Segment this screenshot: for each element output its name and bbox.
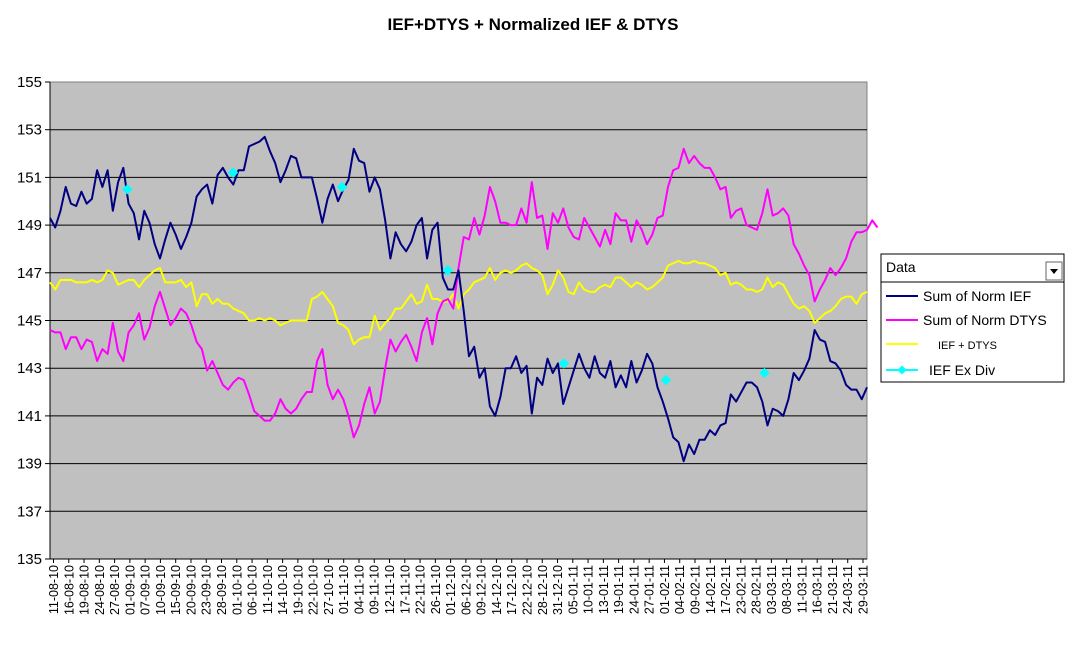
- x-tick-label: 14-02-11: [704, 565, 718, 614]
- x-tick-label: 19-01-11: [612, 565, 626, 614]
- x-tick-label: 11-03-11: [795, 565, 809, 613]
- y-tick-label: 155: [17, 74, 42, 91]
- x-tick-label: 01-12-10: [444, 565, 458, 615]
- data-dropdown-label: Data: [886, 259, 916, 275]
- y-tick-label: 135: [17, 551, 42, 568]
- legend-diamond-icon: [897, 365, 907, 375]
- x-tick-label: 13-01-11: [597, 565, 611, 614]
- x-tick-label: 06-12-10: [459, 565, 473, 615]
- x-tick-label: 12-11-10: [383, 565, 397, 614]
- x-tick-label: 19-08-10: [78, 565, 92, 615]
- x-tick-label: 11-10-10: [261, 565, 275, 614]
- x-tick-label: 17-11-10: [398, 565, 412, 614]
- y-axis: 135 137 139 141 143 145 147 149 151 153 155: [17, 74, 51, 568]
- x-tick-label: 09-02-11: [688, 565, 702, 614]
- ex-div-marker: [558, 358, 570, 369]
- x-tick-label: 23-02-11: [734, 565, 748, 614]
- x-tick-label: 28-09-10: [215, 565, 229, 615]
- x-tick-label: 27-08-10: [108, 565, 122, 615]
- x-tick-label: 19-10-10: [291, 565, 305, 615]
- legend-label-0: Sum of Norm IEF: [923, 288, 1031, 304]
- x-tick-label: 31-12-10: [551, 565, 565, 615]
- y-tick-label: 141: [17, 408, 42, 425]
- y-tick-label: 143: [17, 360, 42, 377]
- x-tick-label: 15-09-10: [169, 565, 183, 615]
- series-line-0: [49, 135, 868, 463]
- x-tick-label: 04-02-11: [673, 565, 687, 614]
- x-tick-label: 23-09-10: [200, 565, 214, 615]
- x-tick-label: 28-12-10: [536, 565, 550, 615]
- x-tick-label: 17-12-10: [505, 565, 519, 615]
- x-tick-label: 17-02-11: [719, 565, 733, 614]
- legend-label-2: IEF + DTYS: [938, 340, 997, 352]
- legend-label-1: Sum of Norm DTYS: [923, 312, 1047, 328]
- x-tick-label: 06-10-10: [246, 565, 260, 615]
- x-axis: 11-08-10 16-08-10 19-08-10 24-08-10 27-08-10…: [47, 558, 871, 615]
- x-tick-label: 05-01-11: [566, 565, 580, 614]
- x-tick-label: 07-09-10: [139, 565, 153, 615]
- x-tick-label: 21-03-11: [826, 565, 840, 614]
- x-tick-label: 14-10-10: [276, 565, 290, 615]
- y-tick-label: 137: [17, 503, 42, 520]
- ex-div-marker: [227, 167, 239, 178]
- x-tick-label: 16-03-11: [811, 565, 825, 614]
- x-tick-label: 22-10-10: [307, 565, 321, 615]
- ex-div-marker: [122, 184, 133, 195]
- legend-box: [880, 281, 1065, 383]
- y-tick-label: 145: [17, 313, 42, 330]
- series-line-2: [49, 259, 868, 346]
- x-tick-label: 01-10-10: [230, 565, 244, 615]
- chevron-down-icon: [1050, 269, 1058, 274]
- y-tick-label: 151: [17, 169, 42, 186]
- x-tick-label: 26-11-10: [429, 565, 443, 614]
- x-tick-label: 24-08-10: [93, 565, 107, 615]
- x-tick-label: 01-09-10: [123, 565, 137, 615]
- x-tick-label: 20-09-10: [184, 565, 198, 615]
- y-tick-label: 147: [17, 265, 42, 282]
- x-tick-label: 22-11-10: [414, 565, 428, 614]
- legend-label-3: IEF Ex Div: [929, 362, 995, 378]
- y-tick-label: 153: [17, 122, 42, 139]
- x-tick-label: 08-03-11: [780, 565, 794, 614]
- x-tick-label: 01-11-10: [337, 565, 351, 614]
- x-tick-label: 29-03-11: [857, 565, 871, 614]
- y-tick-label: 139: [17, 456, 42, 473]
- x-tick-label: 03-03-11: [765, 565, 779, 614]
- chart-title: IEF+DTYS + Normalized IEF & DTYS: [388, 15, 679, 34]
- legend: Data Sum of Norm IEF Sum of Norm DTYS IEF …: [880, 253, 1065, 383]
- x-tick-label: 14-12-10: [490, 565, 504, 615]
- ex-div-marker: [442, 265, 453, 276]
- x-tick-label: 01-02-11: [658, 565, 672, 614]
- y-tick-label: 149: [17, 217, 42, 234]
- x-tick-label: 04-11-10: [352, 565, 366, 614]
- x-tick-label: 27-10-10: [322, 565, 336, 615]
- series-layer: [49, 135, 879, 463]
- x-tick-label: 24-03-11: [841, 565, 855, 614]
- x-tick-label: 10-09-10: [154, 565, 168, 615]
- x-tick-label: 24-01-11: [627, 565, 641, 614]
- x-tick-label: 09-11-10: [368, 565, 382, 614]
- ex-div-marker: [660, 374, 672, 386]
- x-tick-label: 27-01-11: [643, 565, 657, 614]
- ex-div-marker: [759, 367, 770, 379]
- x-tick-label: 16-08-10: [62, 565, 76, 615]
- x-tick-label: 22-12-10: [520, 565, 534, 615]
- series-line-1: [49, 147, 879, 439]
- x-tick-label: 10-01-11: [582, 565, 596, 614]
- x-tick-label: 11-08-10: [47, 565, 61, 614]
- ex-div-marker: [336, 181, 348, 193]
- x-tick-label: 28-02-11: [750, 565, 764, 614]
- x-tick-label: 09-12-10: [475, 565, 489, 615]
